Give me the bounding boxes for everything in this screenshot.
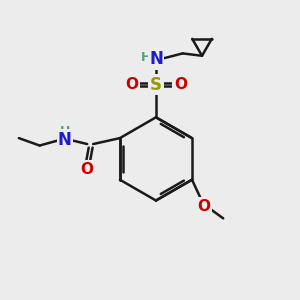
- Text: O: O: [174, 77, 187, 92]
- Text: N: N: [149, 50, 163, 68]
- Text: N: N: [58, 130, 72, 148]
- Text: O: O: [81, 162, 94, 177]
- Text: H: H: [141, 51, 152, 64]
- Text: O: O: [125, 77, 138, 92]
- Text: H: H: [60, 125, 70, 138]
- Text: O: O: [197, 199, 210, 214]
- Text: S: S: [150, 76, 162, 94]
